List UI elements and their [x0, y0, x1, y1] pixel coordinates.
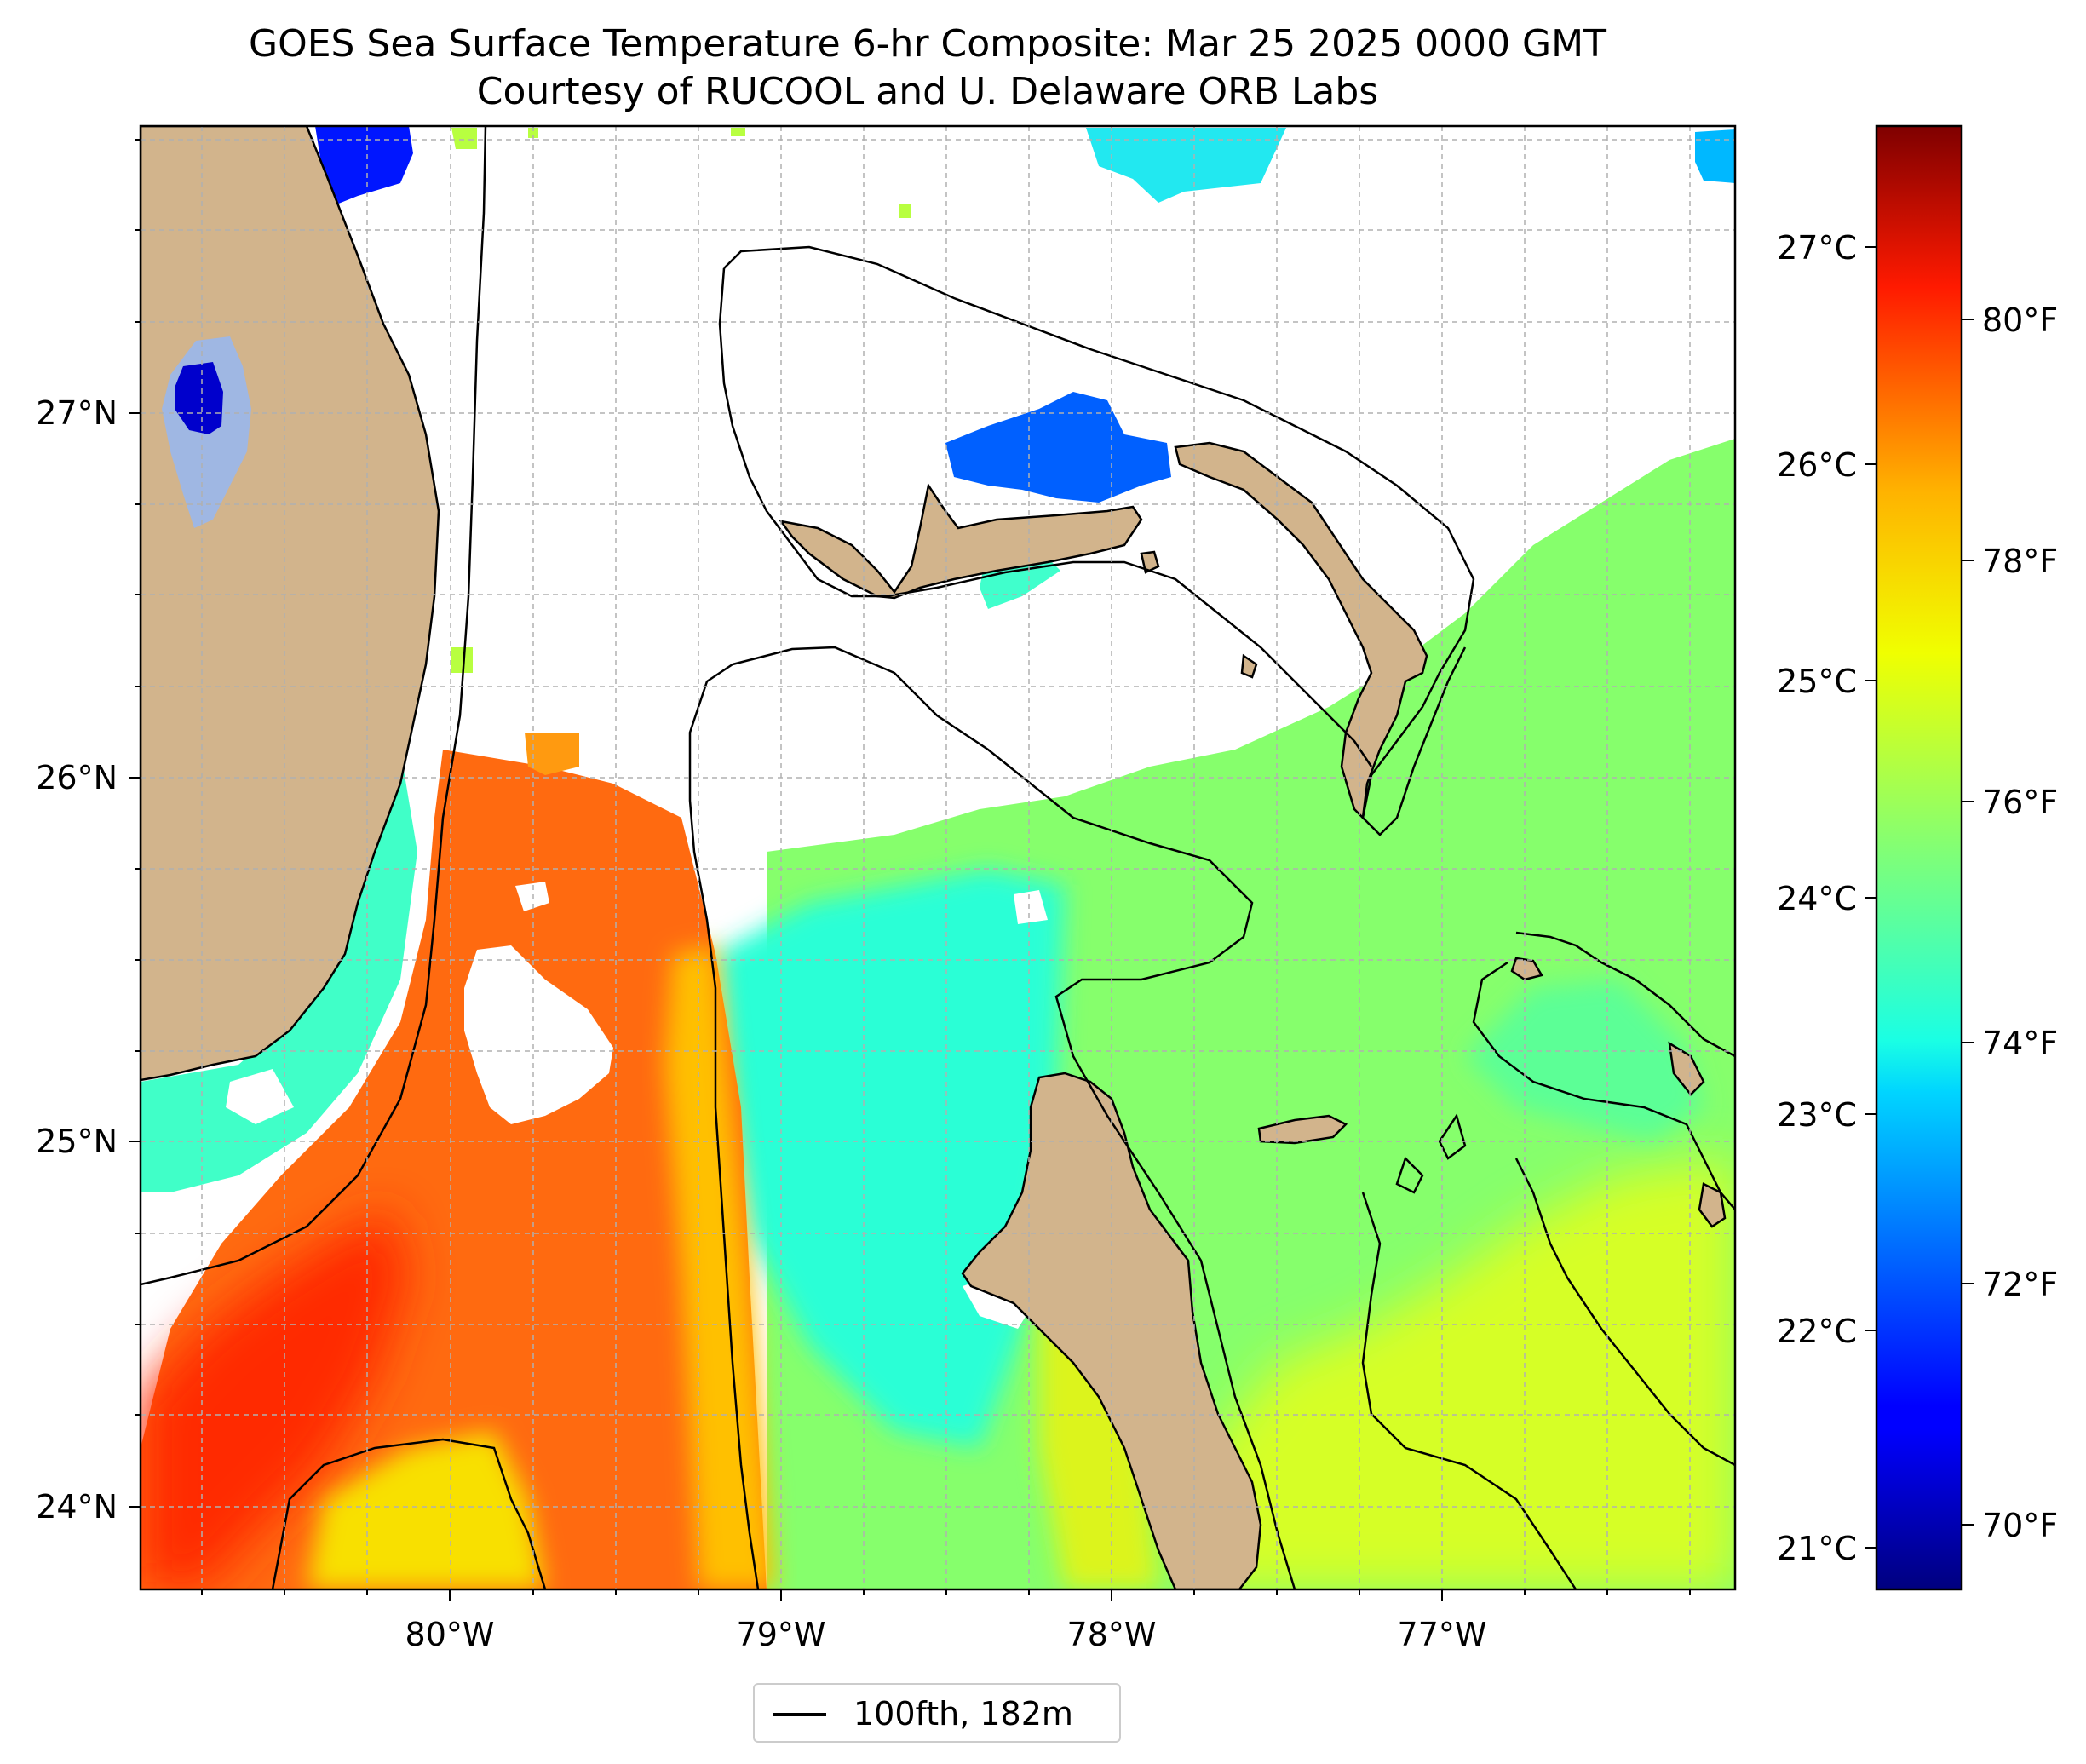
fahrenheit-tick-label: 72°F	[1982, 1266, 2058, 1303]
axis-ticks	[129, 139, 1691, 1601]
celsius-tick-label: 26°C	[1777, 446, 1857, 484]
lat-tick-labels: 27°N 26°N 25°N 24°N	[36, 394, 118, 1526]
celsius-tick-label: 21°C	[1777, 1530, 1857, 1567]
lon-tick-label: 79°W	[737, 1616, 826, 1653]
gridlines	[141, 126, 1735, 1589]
sst-yellow-fringe	[664, 945, 775, 1589]
sst-yellow-south	[307, 1431, 545, 1589]
lon-tick-label: 78°W	[1067, 1616, 1157, 1653]
sst-orange-bits	[525, 733, 579, 775]
map-frame	[139, 124, 1737, 1591]
sst-cold-patch-ne	[1695, 129, 1735, 183]
fahrenheit-ticks	[1962, 319, 1974, 1526]
lat-tick-label: 27°N	[36, 394, 118, 432]
land-andros	[961, 1072, 1262, 1589]
isobath-contours	[141, 126, 1735, 1589]
celsius-tick-label: 22°C	[1777, 1313, 1857, 1350]
legend: 100fth, 182m	[753, 1683, 1121, 1743]
lat-tick-label: 26°N	[36, 759, 118, 796]
fahrenheit-tick-label: 76°F	[1982, 784, 2058, 821]
land-berry-islands	[1140, 550, 1258, 679]
map-area	[141, 126, 1735, 1589]
fahrenheit-tick-label: 80°F	[1982, 302, 2058, 339]
lon-tick-labels: 80°W 79°W 78°W 77°W	[405, 1616, 1487, 1653]
lat-tick-label: 24°N	[36, 1488, 118, 1526]
lat-tick-label: 25°N	[36, 1123, 118, 1160]
title-line-1: GOES Sea Surface Temperature 6-hr Compos…	[249, 22, 1606, 66]
sst-cold-patch-nw	[315, 126, 413, 204]
fahrenheit-tick-label: 70°F	[1982, 1507, 2058, 1544]
colorbar-gradient	[1875, 124, 1963, 1591]
celsius-tick-label: 25°C	[1777, 663, 1857, 700]
title-line-2: Courtesy of RUCOOL and U. Delaware ORB L…	[477, 70, 1378, 113]
lake-okeechobee	[162, 336, 251, 528]
lon-tick-label: 80°W	[405, 1616, 495, 1653]
colorbar: 27°C 26°C 25°C 24°C 23°C 22°C 21°C 80°F …	[1777, 124, 2058, 1591]
isobath-legend-line	[773, 1713, 826, 1716]
celsius-tick-label: 24°C	[1777, 880, 1857, 917]
sst-cyan-patch-north	[1086, 128, 1286, 203]
isobath-legend-label: 100fth, 182m	[853, 1695, 1073, 1732]
celsius-tick-label: 23°C	[1777, 1096, 1857, 1134]
sst-southeast-yellow	[1192, 1158, 1735, 1589]
sst-gulf-stream-hot	[141, 1210, 409, 1589]
lon-tick-label: 77°W	[1398, 1616, 1487, 1653]
fahrenheit-tick-label: 78°F	[1982, 543, 2058, 580]
fahrenheit-tick-label: 74°F	[1982, 1025, 2058, 1062]
sst-cold-patch-central	[945, 392, 1171, 503]
celsius-tick-label: 27°C	[1777, 229, 1857, 267]
land-abaco	[1174, 441, 1428, 820]
celsius-ticks	[1865, 246, 1876, 1549]
